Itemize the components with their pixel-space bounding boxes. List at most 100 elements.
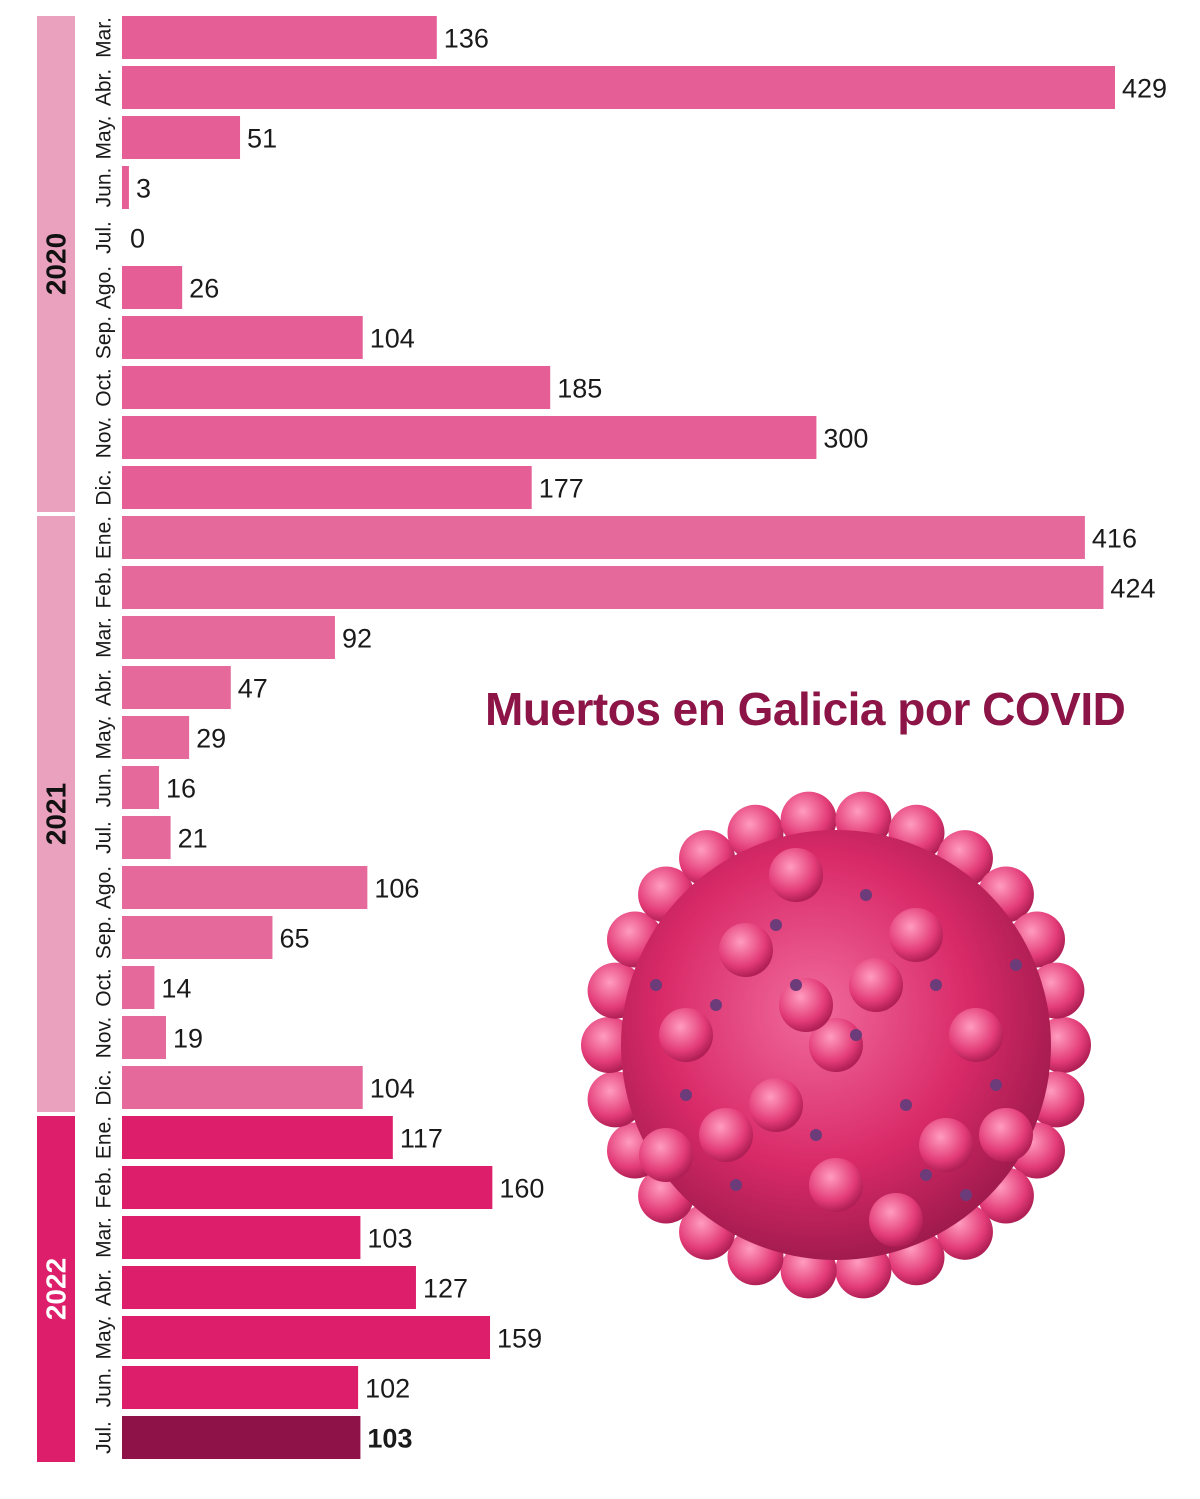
virus-dot	[990, 1079, 1002, 1091]
virus-spike	[949, 1008, 1003, 1062]
data-label: 104	[370, 324, 415, 354]
data-label: 103	[367, 1224, 412, 1254]
bar	[122, 1416, 361, 1459]
virus-dot	[810, 1129, 822, 1141]
chart-title: Muertos en Galicia por COVID	[485, 683, 1126, 735]
month-label: Mar.	[93, 1217, 116, 1258]
virus-spike	[719, 923, 773, 977]
virus-dot	[920, 1169, 932, 1181]
coronavirus-illustration	[581, 791, 1091, 1299]
month-label: Ene.	[93, 1116, 116, 1159]
virus-dot	[1010, 959, 1022, 971]
bar	[122, 16, 437, 59]
data-label: 0	[130, 224, 145, 254]
month-label: Ene.	[93, 516, 116, 559]
virus-dot	[930, 979, 942, 991]
data-label: 65	[279, 924, 309, 954]
month-label: Feb.	[93, 1166, 116, 1208]
virus-spike	[749, 1078, 803, 1132]
year-label-2020: 2020	[41, 233, 72, 295]
virus-dot	[710, 999, 722, 1011]
bar	[122, 616, 335, 659]
bar	[122, 716, 190, 759]
bar	[122, 1216, 361, 1259]
year-bands: 2020 2021 2022	[37, 16, 75, 1462]
bar	[122, 116, 241, 159]
virus-dot	[960, 1189, 972, 1201]
month-label: Sep.	[93, 316, 116, 359]
virus-dot	[900, 1099, 912, 1111]
month-label: Feb.	[93, 566, 116, 608]
year-band-2022	[37, 1116, 75, 1462]
month-label: Mar.	[93, 617, 116, 658]
bar	[122, 66, 1115, 109]
month-label: Dic.	[93, 1069, 116, 1105]
data-label: 106	[374, 874, 419, 904]
bar	[122, 1266, 416, 1309]
virus-spike	[779, 978, 833, 1032]
month-label: Jun.	[93, 168, 116, 208]
data-label: 159	[497, 1324, 542, 1354]
bar	[122, 816, 171, 859]
month-label: Nov.	[93, 1017, 116, 1059]
virus-spike	[639, 1128, 693, 1182]
data-label: 185	[557, 374, 602, 404]
month-label: Jun.	[93, 768, 116, 808]
virus-spike	[869, 1193, 923, 1247]
month-label: Sep.	[93, 916, 116, 959]
data-label: 16	[166, 774, 196, 804]
data-label: 424	[1110, 574, 1155, 604]
virus-spike	[699, 1108, 753, 1162]
data-label: 416	[1092, 524, 1137, 554]
data-label: 160	[499, 1174, 544, 1204]
month-label: Dic.	[93, 469, 116, 505]
bar	[122, 666, 231, 709]
data-label: 26	[189, 274, 219, 304]
bar	[122, 1316, 491, 1359]
month-label: Jul.	[93, 221, 116, 254]
month-label: Oct.	[93, 968, 116, 1007]
data-label: 51	[247, 124, 277, 154]
bar	[122, 1366, 359, 1409]
data-label: 92	[342, 624, 372, 654]
bar	[122, 366, 551, 409]
month-label: May.	[93, 1316, 116, 1360]
month-label: Mar.	[93, 17, 116, 58]
month-label: Abr.	[93, 69, 116, 106]
data-label: 103	[367, 1424, 412, 1454]
month-label: Abr.	[93, 669, 116, 706]
data-label: 14	[161, 974, 191, 1004]
virus-spike	[889, 908, 943, 962]
month-label: May.	[93, 716, 116, 760]
virus-dot	[790, 979, 802, 991]
month-label: May.	[93, 116, 116, 160]
virus-spike	[659, 1008, 713, 1062]
data-label: 29	[196, 724, 226, 754]
bar	[122, 916, 273, 959]
virus-dot	[730, 1179, 742, 1191]
virus-dot	[850, 1029, 862, 1041]
data-label: 136	[444, 24, 489, 54]
virus-spike	[849, 958, 903, 1012]
virus-spike	[919, 1118, 973, 1172]
bar	[122, 316, 363, 359]
bar	[122, 866, 368, 909]
virus-dot	[680, 1089, 692, 1101]
bar	[122, 966, 155, 1009]
bar	[122, 1066, 363, 1109]
data-label: 127	[423, 1274, 468, 1304]
month-label: Jun.	[93, 1368, 116, 1408]
month-label: Oct.	[93, 368, 116, 407]
bar	[122, 1016, 166, 1059]
bar	[122, 416, 817, 459]
year-band-2021	[37, 516, 75, 1112]
data-label: 102	[365, 1374, 410, 1404]
virus-dot	[650, 979, 662, 991]
year-band-2020	[37, 16, 75, 512]
bar	[122, 766, 160, 809]
bar	[122, 566, 1104, 609]
virus-dot	[770, 919, 782, 931]
data-label: 177	[539, 474, 584, 504]
month-label: Abr.	[93, 1269, 116, 1306]
